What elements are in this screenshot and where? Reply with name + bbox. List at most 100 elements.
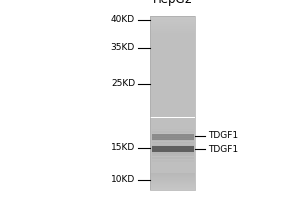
Bar [152, 146, 194, 152]
Bar [152, 126, 194, 128]
Bar [152, 137, 194, 138]
Bar [150, 50, 195, 51]
Bar [150, 138, 195, 139]
Bar [150, 18, 195, 19]
Bar [150, 21, 195, 22]
Bar [150, 163, 195, 164]
Bar [150, 62, 195, 63]
Bar [150, 122, 195, 123]
Bar [150, 47, 195, 48]
Text: 40KD: 40KD [111, 16, 135, 24]
Bar [150, 136, 195, 137]
Bar [150, 112, 195, 113]
Bar [150, 87, 195, 88]
Bar [150, 165, 195, 166]
Bar [150, 90, 195, 91]
Bar [150, 85, 195, 86]
Bar [150, 81, 195, 82]
Bar [152, 138, 194, 140]
Bar [150, 119, 195, 120]
Bar [150, 43, 195, 44]
Bar [150, 65, 195, 66]
Bar [150, 66, 195, 67]
Bar [150, 16, 195, 190]
Bar [150, 152, 195, 153]
Bar [150, 164, 195, 165]
Bar [150, 25, 195, 26]
Bar [150, 181, 195, 182]
Bar [150, 73, 195, 74]
Bar [150, 151, 195, 152]
Bar [150, 115, 195, 116]
Bar [150, 116, 195, 117]
Bar [150, 107, 195, 108]
Bar [150, 137, 195, 138]
Text: 25KD: 25KD [111, 79, 135, 88]
Bar [150, 41, 195, 42]
Bar [150, 20, 195, 21]
Bar [150, 74, 195, 75]
Bar [150, 104, 195, 105]
Bar [150, 103, 195, 104]
Text: HepG2: HepG2 [152, 0, 193, 6]
Bar [150, 127, 195, 128]
Bar [150, 84, 195, 85]
Bar [150, 177, 195, 178]
Text: 35KD: 35KD [111, 44, 135, 52]
Bar [150, 45, 195, 46]
Bar [152, 139, 194, 141]
Bar [150, 186, 195, 187]
Bar [150, 58, 195, 59]
Bar [150, 30, 195, 31]
Bar [150, 23, 195, 24]
Bar [150, 128, 195, 129]
Bar [150, 126, 195, 127]
Bar [150, 61, 195, 62]
Bar [150, 38, 195, 39]
Bar [150, 39, 195, 40]
Bar [150, 153, 195, 154]
Bar [150, 134, 195, 135]
Bar [150, 44, 195, 45]
Bar [152, 145, 194, 146]
Bar [150, 78, 195, 79]
Bar [150, 117, 195, 118]
Bar [150, 83, 195, 84]
Bar [150, 148, 195, 149]
Bar [150, 101, 195, 102]
Bar [150, 99, 195, 100]
Bar [150, 91, 195, 92]
Bar [150, 76, 195, 77]
Bar [150, 52, 195, 53]
Bar [150, 56, 195, 57]
Bar [150, 28, 195, 29]
Bar [150, 51, 195, 52]
Bar [150, 166, 195, 167]
Bar [150, 121, 195, 122]
Bar [150, 168, 195, 169]
Bar [150, 105, 195, 106]
Bar [150, 24, 195, 25]
Bar [150, 79, 195, 80]
Bar [150, 96, 195, 97]
Bar [150, 31, 195, 32]
Bar [150, 150, 195, 151]
Bar [150, 156, 195, 157]
Bar [150, 160, 195, 161]
Bar [150, 80, 195, 81]
Bar [150, 161, 195, 162]
Bar [150, 171, 195, 172]
Bar [150, 54, 195, 55]
Bar [150, 111, 195, 112]
Bar [152, 162, 194, 164]
Bar [150, 69, 195, 70]
Bar [150, 143, 195, 144]
Bar [150, 89, 195, 90]
Bar [150, 17, 195, 18]
Bar [150, 155, 195, 156]
Bar [150, 37, 195, 38]
Bar [150, 53, 195, 54]
Bar [150, 173, 195, 174]
Bar [150, 124, 195, 125]
Bar [150, 145, 195, 146]
